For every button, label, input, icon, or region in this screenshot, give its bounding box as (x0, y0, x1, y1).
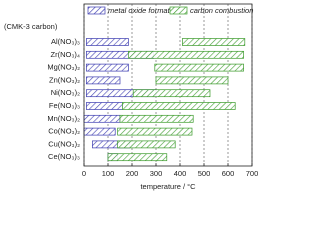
annotation: (CMK-3 carbon) (4, 22, 58, 31)
y-tick-label: Mg(NO₃)₂ (47, 63, 80, 72)
plot-frame (83, 3, 253, 167)
y-tick-label: Ni(NO₃)₂ (51, 88, 80, 97)
x-tick-label: 200 (126, 169, 139, 178)
y-tick-label: Al(NO₃)₃ (51, 37, 80, 46)
bar (86, 63, 129, 72)
legend-label: metal oxide formation (108, 6, 180, 15)
x-tick-label: 100 (102, 169, 115, 178)
x-tick-label: 0 (82, 169, 86, 178)
legend-swatch (87, 6, 106, 15)
bar (117, 140, 176, 149)
bar (83, 127, 116, 136)
x-tick-label: 300 (150, 169, 163, 178)
x-tick-label: 700 (246, 169, 259, 178)
y-tick-label: Co(NO₃)₂ (48, 127, 80, 136)
x-tick-label: 600 (222, 169, 235, 178)
bar (119, 114, 194, 123)
bar (117, 127, 193, 136)
x-tick-label: 500 (198, 169, 211, 178)
y-tick-label: Ce(NO₃)₃ (48, 152, 80, 161)
bar (182, 38, 246, 46)
y-tick-label: Mn(NO₃)₂ (47, 114, 80, 123)
bar (86, 76, 121, 85)
y-tick-label: Cu(NO₃)₂ (48, 139, 80, 148)
bar (86, 38, 129, 46)
y-tick-label: Fe(NO₃)₃ (49, 101, 80, 110)
chart: (CMK-3 carbon) temperature / °C 0 100 200 3… (4, 3, 259, 191)
bar (154, 63, 244, 72)
x-tick-label: 400 (174, 169, 187, 178)
bar (122, 102, 236, 110)
y-tick-label: Zn(NO₃)₂ (49, 75, 80, 84)
bar (128, 50, 244, 59)
legend-swatch (169, 6, 188, 15)
bar (83, 114, 121, 123)
x-axis-label: temperature / °C (140, 182, 196, 191)
bar (155, 76, 229, 85)
legend-label: carbon combustion (190, 6, 253, 15)
bar (107, 153, 168, 162)
y-tick-label: Zr(NO₃)₄ (51, 50, 80, 59)
bar (132, 89, 211, 98)
bar (86, 102, 123, 110)
